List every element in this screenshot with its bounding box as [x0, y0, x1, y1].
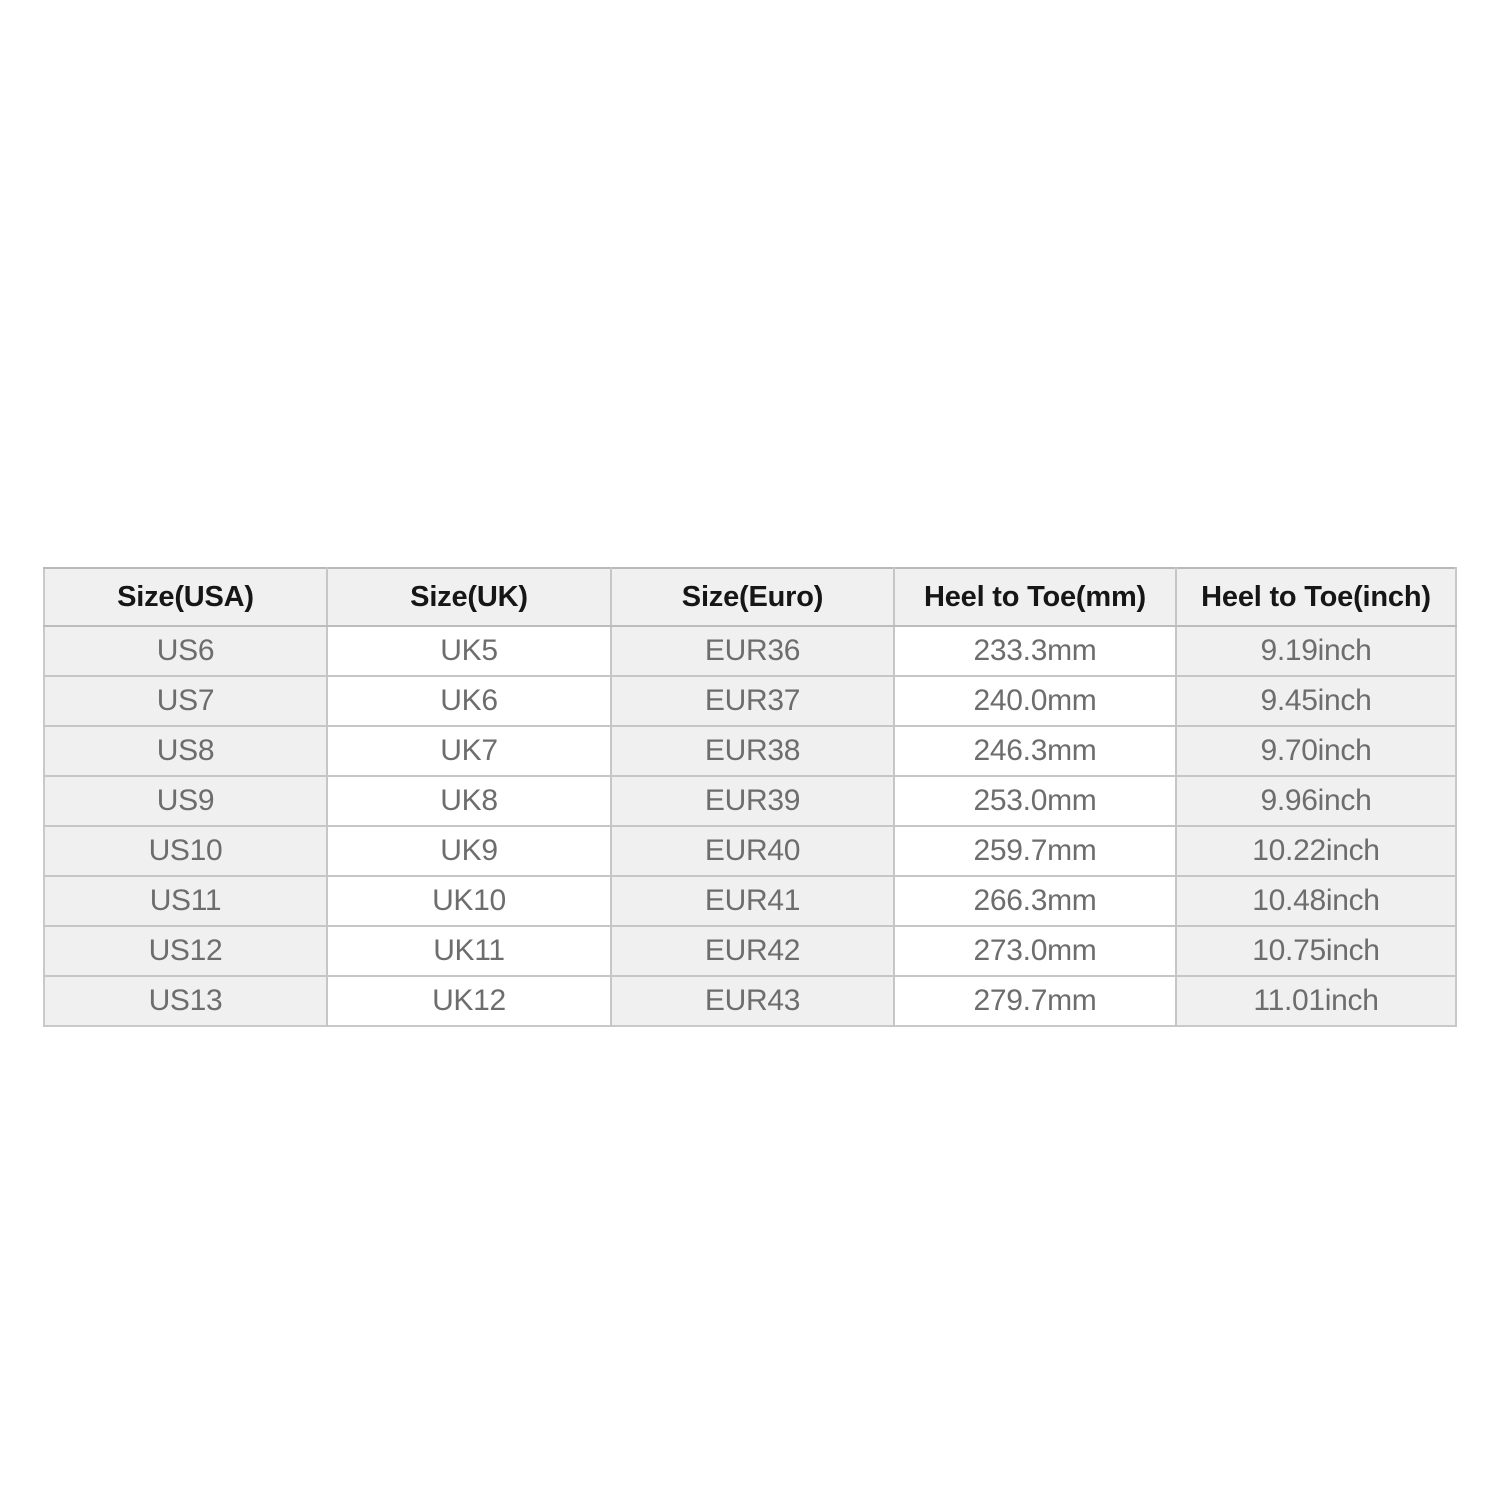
table-row: US13 UK12 EUR43 279.7mm 11.01inch [44, 976, 1456, 1026]
cell-heel-to-toe-mm: 246.3mm [894, 726, 1177, 777]
cell-size-uk: UK10 [327, 876, 612, 927]
cell-size-uk: UK9 [327, 826, 612, 877]
cell-size-euro: EUR38 [611, 726, 895, 777]
size-chart-container: Size(USA) Size(UK) Size(Euro) Heel to To… [43, 567, 1457, 1027]
cell-size-usa: US12 [44, 926, 328, 977]
cell-size-euro: EUR42 [611, 926, 895, 977]
cell-heel-to-toe-in: 10.48inch [1176, 876, 1456, 927]
cell-size-uk: UK8 [327, 776, 612, 827]
cell-size-usa: US9 [44, 776, 328, 827]
cell-heel-to-toe-mm: 253.0mm [894, 776, 1177, 827]
cell-size-usa: US8 [44, 726, 328, 777]
cell-heel-to-toe-mm: 279.7mm [894, 976, 1177, 1026]
cell-size-euro: EUR36 [611, 626, 895, 677]
cell-heel-to-toe-in: 10.75inch [1176, 926, 1456, 977]
cell-heel-to-toe-in: 9.70inch [1176, 726, 1456, 777]
cell-size-uk: UK12 [327, 976, 612, 1026]
cell-size-usa: US11 [44, 876, 328, 927]
cell-size-usa: US13 [44, 976, 328, 1026]
column-header-size-uk: Size(UK) [327, 568, 612, 627]
table-row: US12 UK11 EUR42 273.0mm 10.75inch [44, 926, 1456, 977]
column-header-heel-to-toe-mm: Heel to Toe(mm) [894, 568, 1177, 627]
table-row: US8 UK7 EUR38 246.3mm 9.70inch [44, 726, 1456, 777]
table-row: US6 UK5 EUR36 233.3mm 9.19inch [44, 626, 1456, 677]
cell-heel-to-toe-mm: 233.3mm [894, 626, 1177, 677]
cell-size-uk: UK7 [327, 726, 612, 777]
cell-heel-to-toe-mm: 259.7mm [894, 826, 1177, 877]
cell-heel-to-toe-in: 11.01inch [1176, 976, 1456, 1026]
cell-heel-to-toe-mm: 266.3mm [894, 876, 1177, 927]
cell-size-euro: EUR40 [611, 826, 895, 877]
cell-size-uk: UK5 [327, 626, 612, 677]
column-header-size-euro: Size(Euro) [611, 568, 895, 627]
cell-heel-to-toe-mm: 240.0mm [894, 676, 1177, 727]
table-header-row: Size(USA) Size(UK) Size(Euro) Heel to To… [44, 568, 1456, 627]
cell-heel-to-toe-in: 10.22inch [1176, 826, 1456, 877]
cell-heel-to-toe-in: 9.45inch [1176, 676, 1456, 727]
cell-heel-to-toe-in: 9.19inch [1176, 626, 1456, 677]
table-row: US7 UK6 EUR37 240.0mm 9.45inch [44, 676, 1456, 727]
cell-size-euro: EUR39 [611, 776, 895, 827]
column-header-size-usa: Size(USA) [44, 568, 328, 627]
cell-size-usa: US10 [44, 826, 328, 877]
cell-size-usa: US6 [44, 626, 328, 677]
cell-heel-to-toe-mm: 273.0mm [894, 926, 1177, 977]
cell-size-uk: UK6 [327, 676, 612, 727]
cell-size-euro: EUR37 [611, 676, 895, 727]
table-row: US10 UK9 EUR40 259.7mm 10.22inch [44, 826, 1456, 877]
table-row: US11 UK10 EUR41 266.3mm 10.48inch [44, 876, 1456, 927]
cell-size-euro: EUR43 [611, 976, 895, 1026]
table-body: US6 UK5 EUR36 233.3mm 9.19inch US7 UK6 E… [44, 626, 1456, 1026]
cell-size-uk: UK11 [327, 926, 612, 977]
column-header-heel-to-toe-in: Heel to Toe(inch) [1176, 568, 1456, 627]
cell-size-euro: EUR41 [611, 876, 895, 927]
table-header: Size(USA) Size(UK) Size(Euro) Heel to To… [44, 568, 1456, 627]
cell-heel-to-toe-in: 9.96inch [1176, 776, 1456, 827]
table-row: US9 UK8 EUR39 253.0mm 9.96inch [44, 776, 1456, 827]
size-conversion-table: Size(USA) Size(UK) Size(Euro) Heel to To… [43, 567, 1457, 1027]
cell-size-usa: US7 [44, 676, 328, 727]
